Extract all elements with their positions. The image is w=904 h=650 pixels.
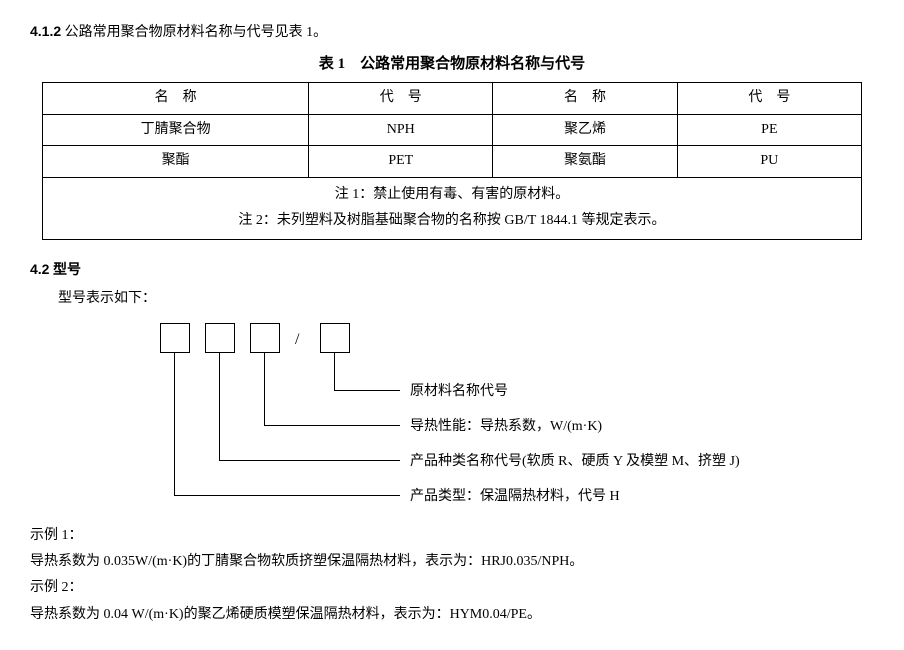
diagram-label-thermal: 导热性能：导热系数，W/(m·K) <box>410 416 602 438</box>
example-2-body: 导热系数为 0.04 W/(m·K)的聚乙烯硬质模塑保温隔热材料，表示为：HYM… <box>30 604 874 626</box>
table-1-title: 表 1 公路常用聚合物原材料名称与代号 <box>30 52 874 76</box>
note-2: 注 2：未列塑料及树脂基础聚合物的名称按 GB/T 1844.1 等规定表示。 <box>53 208 851 235</box>
diagram-slash: / <box>295 327 299 353</box>
section-title: 型号 <box>53 263 81 278</box>
cell-code: PET <box>309 146 493 177</box>
diagram-box-4 <box>320 323 350 353</box>
note-1: 注 1：禁止使用有毒、有害的原材料。 <box>53 182 851 209</box>
diagram-label-raw-material: 原材料名称代号 <box>410 381 508 403</box>
diagram-line <box>264 352 265 425</box>
col-name-1: 名 称 <box>43 83 309 114</box>
diagram-label-product-kind: 产品种类名称代号(软质 R、硬质 Y 及模塑 M、挤塑 J) <box>410 451 740 473</box>
diagram-label-product-type: 产品类型：保温隔热材料，代号 H <box>410 486 620 508</box>
table-row: 聚酯 PET 聚氨酯 PU <box>43 146 862 177</box>
cell-name: 聚氨酯 <box>493 146 677 177</box>
cell-code: NPH <box>309 114 493 145</box>
diagram-box-2 <box>205 323 235 353</box>
col-code-2: 代 号 <box>677 83 861 114</box>
diagram-box-1 <box>160 323 190 353</box>
diagram-line <box>174 495 400 496</box>
diagram-line <box>334 390 400 391</box>
section-4-2-heading: 4.2 型号 <box>30 258 874 282</box>
table-notes-row: 注 1：禁止使用有毒、有害的原材料。 注 2：未列塑料及树脂基础聚合物的名称按 … <box>43 177 862 239</box>
table-row: 丁腈聚合物 NPH 聚乙烯 PE <box>43 114 862 145</box>
col-code-1: 代 号 <box>309 83 493 114</box>
diagram-line <box>219 352 220 460</box>
diagram-line <box>219 460 400 461</box>
cell-code: PE <box>677 114 861 145</box>
example-1-body: 导热系数为 0.035W/(m·K)的丁腈聚合物软质挤塑保温隔热材料，表示为：H… <box>30 551 874 573</box>
table-notes-cell: 注 1：禁止使用有毒、有害的原材料。 注 2：未列塑料及树脂基础聚合物的名称按 … <box>43 177 862 239</box>
table-header-row: 名 称 代 号 名 称 代 号 <box>43 83 862 114</box>
section-number: 4.1.2 <box>30 23 61 39</box>
diagram-line <box>174 352 175 495</box>
paragraph-text: 公路常用聚合物原材料名称与代号见表 1。 <box>65 25 328 40</box>
paragraph-4-1-2: 4.1.2 公路常用聚合物原材料名称与代号见表 1。 <box>30 20 874 44</box>
section-4-2: 4.2 型号 型号表示如下： / 原材料名称代号 导热性能：导热系数，W/(m·… <box>30 258 874 626</box>
example-2-head: 示例 2： <box>30 577 874 599</box>
cell-code: PU <box>677 146 861 177</box>
polymer-table: 名 称 代 号 名 称 代 号 丁腈聚合物 NPH 聚乙烯 PE 聚酯 PET … <box>42 82 862 239</box>
section-number: 4.2 <box>30 261 49 277</box>
cell-name: 聚酯 <box>43 146 309 177</box>
section-4-2-subtext: 型号表示如下： <box>58 288 874 310</box>
example-1-head: 示例 1： <box>30 525 874 547</box>
diagram-line <box>264 425 400 426</box>
col-name-2: 名 称 <box>493 83 677 114</box>
diagram-line <box>334 352 335 390</box>
cell-name: 聚乙烯 <box>493 114 677 145</box>
diagram-box-3 <box>250 323 280 353</box>
cell-name: 丁腈聚合物 <box>43 114 309 145</box>
model-code-diagram: / 原材料名称代号 导热性能：导热系数，W/(m·K) 产品种类名称代号(软质 … <box>90 323 850 513</box>
examples-block: 示例 1： 导热系数为 0.035W/(m·K)的丁腈聚合物软质挤塑保温隔热材料… <box>30 525 874 627</box>
